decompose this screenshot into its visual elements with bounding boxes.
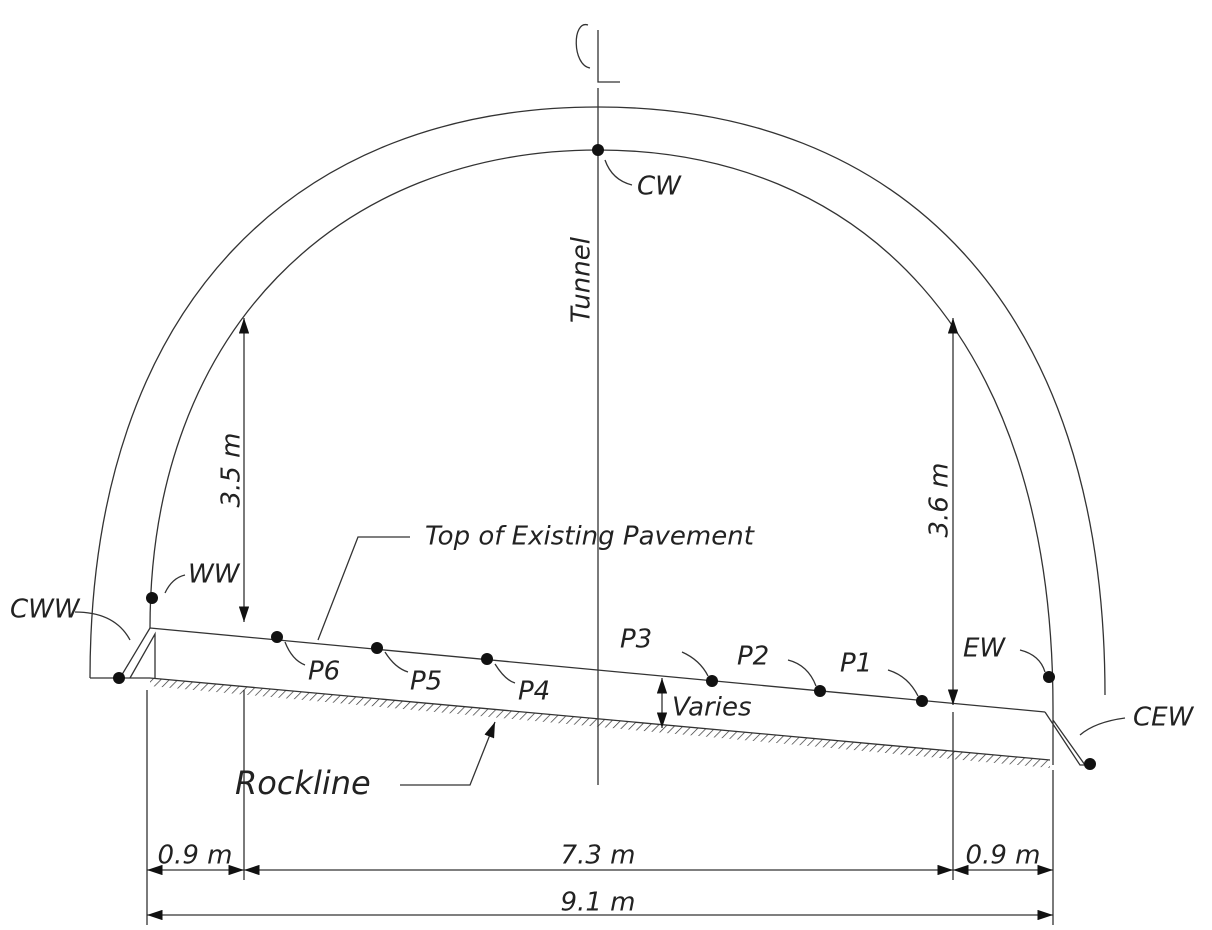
label: P5 [410, 667, 442, 697]
annotation: Top of Existing Pavement [425, 522, 755, 552]
label: CWW [10, 595, 81, 625]
label: WW [188, 560, 241, 590]
label: P2 [737, 642, 769, 672]
labels: CW WW CWW P6 P5 P4 P3 P2 P1 EW CEW Tunne… [10, 172, 1195, 918]
label: CW [637, 172, 682, 202]
point-ww [146, 592, 158, 604]
point-p1 [916, 695, 928, 707]
point-p2 [814, 685, 826, 697]
label: CEW [1133, 703, 1195, 733]
centerline-label: Tunnel [567, 236, 597, 323]
point-cew [1084, 758, 1096, 770]
label: P3 [620, 625, 652, 655]
dimension: 0.9 m [158, 841, 233, 871]
dimension: 3.6 m [925, 463, 955, 538]
points [113, 144, 1096, 770]
label: EW [963, 634, 1006, 664]
point-p5 [371, 642, 383, 654]
dimension: 9.1 m [561, 888, 636, 918]
annotation: Rockline [235, 764, 371, 802]
point-cw [592, 144, 604, 156]
label: P6 [308, 657, 340, 687]
annotation: Varies [672, 693, 752, 723]
label: P1 [840, 649, 872, 679]
point-p4 [481, 653, 493, 665]
dimension: 3.5 m [217, 433, 247, 508]
point-ew [1043, 671, 1055, 683]
dimension: 0.9 m [966, 841, 1041, 871]
point-p3 [706, 675, 718, 687]
dimension: 7.3 m [561, 841, 636, 871]
point-cww [113, 672, 125, 684]
point-p6 [271, 631, 283, 643]
label: P4 [518, 677, 550, 707]
linework [74, 24, 1126, 925]
